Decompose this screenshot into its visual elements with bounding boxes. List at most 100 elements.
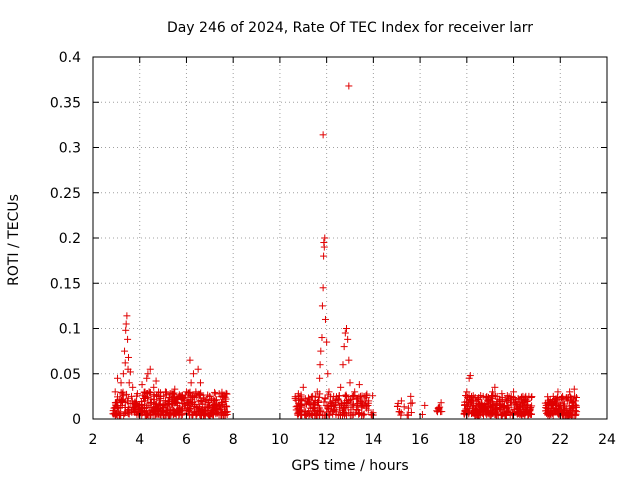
y-axis-label: ROTI / TECUs [6, 194, 22, 286]
x-tick-label: 22 [551, 432, 569, 448]
data-point [315, 411, 323, 419]
data-point [345, 82, 353, 90]
data-point [297, 401, 305, 409]
data-point [507, 392, 515, 400]
data-point [131, 404, 139, 412]
data-point [351, 388, 359, 396]
data-point [298, 400, 306, 408]
data-point [189, 370, 197, 378]
data-point [128, 397, 136, 405]
data-point [342, 325, 350, 332]
data-point [147, 406, 155, 414]
data-point [135, 410, 143, 418]
data-point [319, 284, 327, 292]
data-point [138, 381, 146, 389]
data-point [514, 410, 522, 418]
data-point [358, 397, 366, 405]
data-point [321, 315, 329, 323]
data-point [321, 234, 329, 242]
data-point [210, 397, 218, 405]
data-point [185, 399, 193, 407]
data-point [121, 347, 129, 355]
data-point [295, 392, 303, 400]
data-point [561, 406, 569, 414]
data-point [552, 399, 560, 407]
data-point [122, 320, 130, 328]
data-point [144, 370, 152, 378]
data-point [175, 392, 183, 400]
data-point [327, 401, 335, 409]
x-tick-label: 12 [318, 432, 336, 448]
data-point [160, 411, 168, 419]
data-point [146, 365, 154, 373]
data-point [559, 392, 567, 400]
data-point [313, 388, 321, 396]
data-point [223, 390, 231, 398]
data-point [306, 404, 314, 412]
data-point [150, 383, 158, 391]
data-point [136, 401, 144, 409]
data-point [119, 392, 127, 400]
data-point [521, 401, 529, 409]
data-point [546, 396, 554, 404]
data-point [192, 388, 200, 396]
data-point [544, 411, 552, 419]
data-point [352, 395, 360, 403]
data-point [501, 395, 509, 403]
data-point [110, 404, 118, 412]
data-point [346, 379, 354, 387]
data-point [119, 370, 127, 378]
data-point [222, 402, 230, 410]
data-point [118, 390, 126, 398]
data-point [344, 399, 352, 407]
data-point [335, 392, 343, 400]
data-point [393, 402, 401, 410]
data-point [190, 402, 198, 410]
data-point [403, 411, 411, 419]
y-tick-label: 0.1 [59, 322, 81, 338]
data-point [545, 397, 553, 405]
data-point [120, 411, 128, 419]
data-point [493, 392, 501, 400]
data-point [154, 406, 162, 414]
data-point [365, 397, 373, 405]
data-point [196, 379, 204, 387]
data-point [407, 409, 415, 417]
data-point [164, 404, 172, 412]
data-point [476, 407, 484, 415]
data-point [524, 411, 532, 419]
data-point [159, 410, 167, 418]
data-point [132, 398, 140, 406]
x-axis-label: GPS time / hours [291, 458, 408, 474]
data-point [293, 402, 301, 410]
data-point [486, 411, 494, 419]
data-point [194, 408, 202, 416]
data-point [360, 392, 368, 400]
y-tick-label: 0.4 [59, 50, 81, 66]
data-point [542, 407, 550, 415]
x-tick-label: 16 [411, 432, 429, 448]
data-point [471, 406, 479, 414]
data-point [153, 402, 161, 410]
data-point [187, 379, 195, 387]
data-point [528, 393, 536, 401]
data-point [344, 335, 352, 343]
data-point [438, 408, 446, 416]
data-point [510, 388, 518, 396]
x-tick-label: 18 [458, 432, 476, 448]
data-point [206, 392, 214, 400]
data-point [195, 398, 203, 406]
data-point [486, 399, 494, 407]
data-point [566, 410, 574, 418]
data-point [165, 394, 173, 402]
data-point [517, 404, 525, 412]
data-point [482, 394, 490, 402]
data-point [437, 399, 445, 407]
data-point [147, 399, 155, 407]
data-point [349, 411, 357, 419]
data-point [171, 409, 179, 417]
data-point [199, 394, 207, 402]
data-point [161, 388, 169, 396]
x-tick-label: 20 [505, 432, 523, 448]
data-point [523, 407, 531, 415]
